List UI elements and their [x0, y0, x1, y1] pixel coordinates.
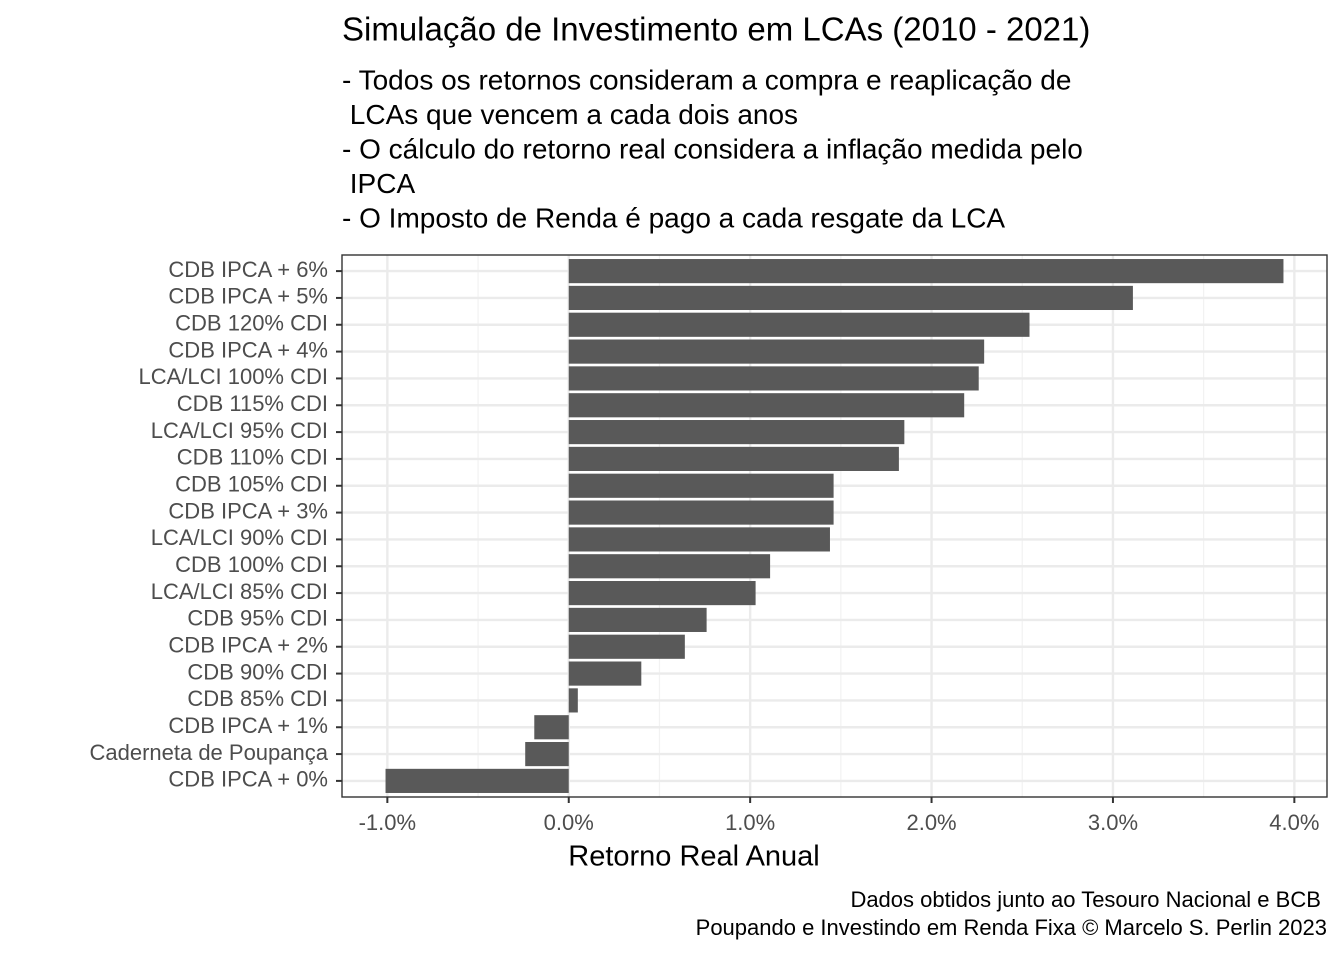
- y-tick-label: CDB 90% CDI: [187, 659, 328, 684]
- bar: [534, 715, 569, 740]
- y-tick-label: LCA/LCI 85% CDI: [151, 579, 328, 604]
- x-tick-label: 2.0%: [906, 810, 956, 835]
- bar: [568, 366, 979, 391]
- bar: [568, 259, 1284, 284]
- x-axis-title: Retorno Real Anual: [568, 841, 820, 873]
- y-tick-label: CDB 110% CDI: [177, 445, 328, 470]
- caption-line: Dados obtidos junto ao Tesouro Nacional …: [850, 887, 1327, 912]
- bar: [568, 500, 834, 525]
- bar: [568, 446, 899, 471]
- bar: [568, 607, 707, 632]
- bar: [568, 339, 985, 364]
- y-tick-label: LCA/LCI 100% CDI: [138, 364, 328, 389]
- bar: [568, 420, 905, 445]
- y-tick-label: CDB 105% CDI: [175, 472, 328, 497]
- x-tick-label: 1.0%: [725, 810, 775, 835]
- y-tick-label: CDB IPCA + 5%: [168, 284, 328, 309]
- bar: [568, 312, 1030, 337]
- y-tick-label: LCA/LCI 90% CDI: [151, 525, 328, 550]
- bar: [568, 688, 578, 713]
- y-tick-label: CDB 95% CDI: [187, 606, 328, 631]
- y-tick-label: CDB 85% CDI: [187, 686, 328, 711]
- y-tick-label: CDB IPCA + 1%: [168, 713, 328, 738]
- chart-title: Simulação de Investimento em LCAs (2010 …: [342, 11, 1090, 48]
- y-tick-label: CDB IPCA + 4%: [168, 337, 328, 362]
- y-tick-label: Caderneta de Poupança: [89, 740, 328, 765]
- subtitle-line: IPCA: [342, 168, 415, 199]
- bar: [568, 473, 834, 498]
- panel-border: [341, 254, 1328, 798]
- bar: [568, 554, 771, 579]
- bar: [525, 741, 569, 767]
- y-tick-label: CDB IPCA + 6%: [168, 257, 328, 282]
- y-tick-label: CDB 100% CDI: [175, 552, 328, 577]
- caption-line: Poupando e Investindo em Renda Fixa © Ma…: [696, 915, 1327, 940]
- bar: [568, 527, 830, 552]
- y-tick-label: CDB IPCA + 0%: [168, 767, 328, 792]
- y-tick-label: CDB IPCA + 2%: [168, 633, 328, 658]
- bar: [568, 634, 685, 659]
- bar: [568, 581, 756, 606]
- y-tick-label: LCA/LCI 95% CDI: [151, 418, 328, 443]
- y-tick-label: CDB 120% CDI: [175, 311, 328, 336]
- x-tick-label: 0.0%: [544, 810, 594, 835]
- subtitle-line: LCAs que vencem a cada dois anos: [342, 99, 798, 130]
- bar: [385, 768, 569, 793]
- subtitle-line: - O cálculo do retorno real considera a …: [342, 133, 1083, 164]
- bar: [568, 393, 965, 418]
- bar: [568, 661, 642, 686]
- x-tick-label: 3.0%: [1088, 810, 1138, 835]
- bar: [568, 285, 1133, 311]
- y-tick-label: CDB 115% CDI: [177, 391, 328, 416]
- y-tick-label: CDB IPCA + 3%: [168, 498, 328, 523]
- subtitle-line: - O Imposto de Renda é pago a cada resga…: [342, 202, 1005, 233]
- x-tick-label: -1.0%: [359, 810, 416, 835]
- subtitle-line: - Todos os retornos consideram a compra …: [342, 64, 1071, 95]
- x-tick-label: 4.0%: [1269, 810, 1319, 835]
